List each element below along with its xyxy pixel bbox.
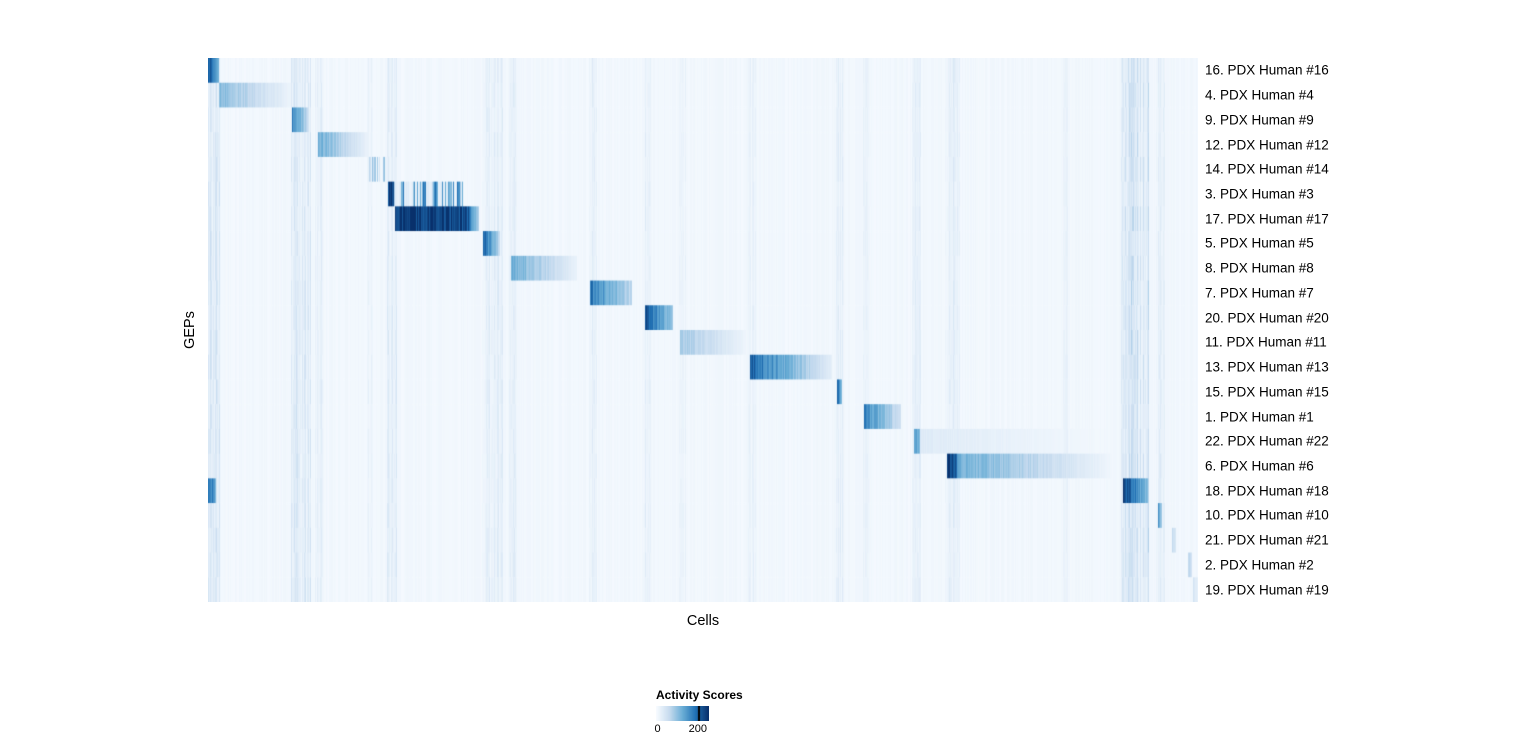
colorbar-tick-200: 200: [688, 723, 708, 735]
row-label: 10. PDX Human #10: [1205, 507, 1329, 523]
x-axis-label: Cells: [686, 613, 720, 629]
colorbar-tick-min: 0: [654, 723, 661, 735]
row-label: 22. PDX Human #22: [1205, 433, 1329, 449]
row-label: 21. PDX Human #21: [1205, 532, 1329, 548]
row-label: 14. PDX Human #14: [1205, 161, 1329, 177]
colorbar-gradient: [656, 706, 709, 721]
row-label: 16. PDX Human #16: [1205, 62, 1329, 78]
heatmap-plot: [208, 58, 1198, 602]
row-label: 3. PDX Human #3: [1205, 186, 1314, 202]
row-label: 20. PDX Human #20: [1205, 309, 1329, 325]
row-label: 4. PDX Human #4: [1205, 87, 1314, 103]
row-label: 6. PDX Human #6: [1205, 458, 1314, 474]
row-label: 2. PDX Human #2: [1205, 557, 1314, 573]
row-label: 18. PDX Human #18: [1205, 482, 1329, 498]
row-label: 12. PDX Human #12: [1205, 136, 1329, 152]
heatmap-canvas: [208, 58, 1198, 602]
row-label: 15. PDX Human #15: [1205, 384, 1329, 400]
colorbar-ticks: 0 200: [654, 723, 709, 737]
row-label: 13. PDX Human #13: [1205, 359, 1329, 375]
row-label: 11. PDX Human #11: [1205, 334, 1327, 350]
colorbar-legend: Activity Scores 0 200: [654, 688, 776, 737]
row-label: 1. PDX Human #1: [1205, 408, 1314, 424]
row-label: 9. PDX Human #9: [1205, 112, 1314, 128]
row-label: 19. PDX Human #19: [1205, 581, 1329, 597]
row-label: 5. PDX Human #5: [1205, 235, 1314, 251]
row-label: 7. PDX Human #7: [1205, 285, 1314, 301]
colorbar-title: Activity Scores: [656, 688, 743, 702]
row-label: 8. PDX Human #8: [1205, 260, 1314, 276]
row-label: 17. PDX Human #17: [1205, 210, 1329, 226]
y-axis-label: GEPs: [182, 311, 198, 349]
